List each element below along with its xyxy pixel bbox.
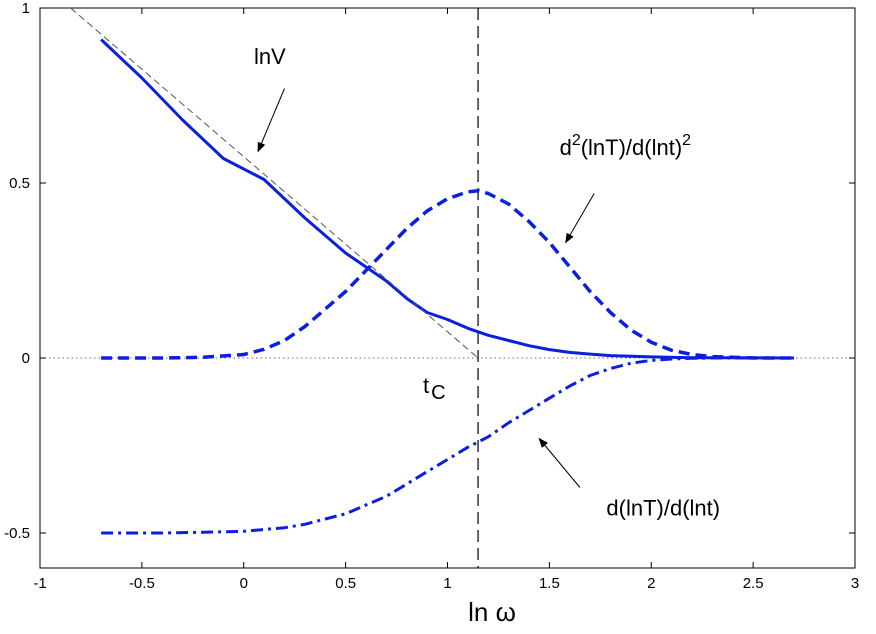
second-derivative-curve [101, 188, 794, 360]
lnv-curve [100, 38, 794, 360]
x-tick-label: 3 [851, 575, 859, 592]
first-derivative-curve [101, 356, 794, 535]
x-tick-label: 2 [647, 575, 655, 592]
y-tick-label: -0.5 [4, 525, 30, 542]
annotation-arrow [257, 88, 285, 153]
y-tick-label: 0.5 [9, 175, 30, 192]
x-tick-label: -1 [33, 575, 46, 592]
tangent-line [70, 7, 479, 359]
annotation-label: d2(lnT)/d(lnt)2 [560, 132, 692, 160]
x-tick-label: 1 [443, 575, 451, 592]
x-tick-label: -0.5 [129, 575, 155, 592]
y-tick-label: 0 [22, 350, 30, 367]
y-tick-label: 1 [22, 0, 30, 17]
annotation-arrow [565, 193, 595, 244]
x-tick-label: 0.5 [335, 575, 356, 592]
x-tick-label: 1.5 [539, 575, 560, 592]
x-axis-label: ln ω [468, 597, 516, 627]
x-tick-label: 0 [240, 575, 248, 592]
x-tick-label: 2.5 [743, 575, 764, 592]
annotation-arrow [538, 437, 581, 488]
annotation-label: lnV [254, 44, 286, 69]
plot-frame [39, 7, 856, 569]
annotation-label: d(lnT)/d(lnt) [606, 496, 720, 521]
